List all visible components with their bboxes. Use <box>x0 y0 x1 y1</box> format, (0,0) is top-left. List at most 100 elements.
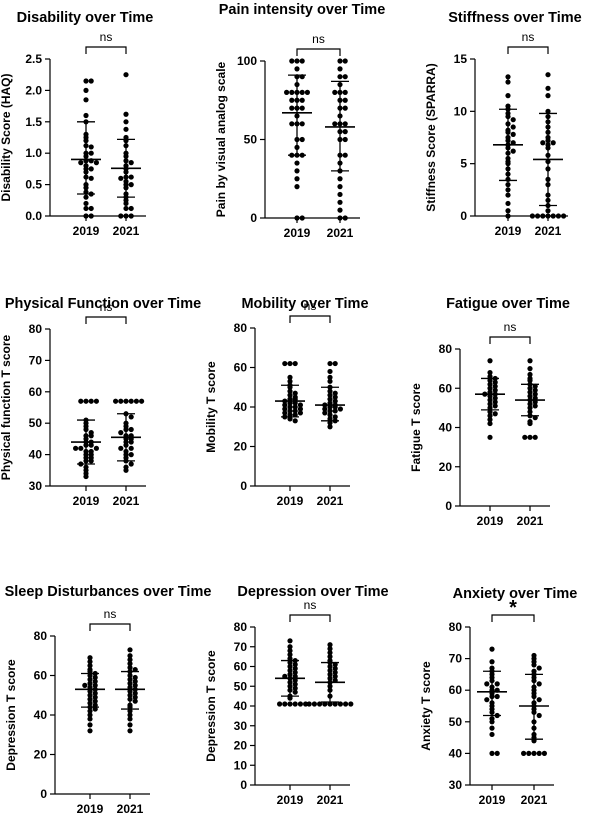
data-point <box>128 213 134 219</box>
data-point <box>505 187 511 193</box>
data-point <box>282 402 288 408</box>
data-point <box>322 701 328 707</box>
data-point <box>127 716 133 722</box>
data-point <box>332 398 338 404</box>
data-point <box>123 111 129 117</box>
x-tick-label: 2021 <box>117 802 144 816</box>
data-point <box>292 390 298 396</box>
data-point <box>332 673 338 679</box>
significance-bracket <box>491 614 535 622</box>
data-point <box>127 647 133 653</box>
data-point <box>87 722 93 728</box>
data-point <box>118 430 124 436</box>
y-tick-label: 80 <box>449 620 463 634</box>
significance-bracket <box>289 614 331 622</box>
data-point <box>342 215 348 221</box>
data-point <box>487 369 493 376</box>
data-point <box>337 199 343 205</box>
data-point <box>521 750 527 757</box>
data-point <box>484 697 490 703</box>
data-point <box>489 750 495 757</box>
data-point <box>510 148 516 154</box>
y-tick-label: 20 <box>234 440 248 454</box>
data-point <box>532 391 538 397</box>
data-point <box>527 358 533 364</box>
chart-panel-5: Mobility over Time Mobility T score 0 20 40 6… <box>204 296 369 508</box>
significance-label: ns <box>504 320 517 334</box>
data-point <box>88 433 94 439</box>
data-point <box>532 434 538 440</box>
data-point <box>299 136 305 143</box>
chart-title: Anxiety over Time <box>453 586 578 602</box>
y-axis-label: Depression T score <box>4 659 18 771</box>
data-point <box>88 398 94 404</box>
data-point <box>545 213 551 219</box>
x-tick-label: 2021 <box>521 793 548 807</box>
data-point <box>342 105 348 111</box>
y-tick-label: 10 <box>454 104 468 118</box>
data-point <box>292 665 298 672</box>
data-point <box>299 105 305 111</box>
chart-panel-1: Disability over Time Disability Score (HA… <box>0 10 153 238</box>
y-tick-label: 40 <box>234 400 248 414</box>
data-point <box>489 731 495 738</box>
data-point <box>492 403 498 409</box>
data-point <box>128 205 134 212</box>
chart-panel-9: Anxiety over Time Anxiety T score 30 40 50 60… <box>419 586 577 807</box>
x-tick-label: 2019 <box>73 224 100 238</box>
data-point <box>128 452 134 458</box>
data-point <box>304 89 310 95</box>
data-point <box>292 681 298 687</box>
y-tick-label: 70 <box>29 353 43 367</box>
data-point <box>505 200 511 207</box>
data-point <box>294 184 300 190</box>
data-point <box>332 394 338 400</box>
data-point <box>487 417 493 423</box>
data-point <box>88 166 94 172</box>
data-point <box>532 403 538 409</box>
data-point <box>127 653 133 659</box>
data-point <box>128 445 134 451</box>
y-tick-label: 50 <box>29 416 43 430</box>
y-tick-label: 0 <box>460 209 467 223</box>
data-point <box>132 678 138 685</box>
data-point <box>287 378 293 384</box>
data-point <box>88 205 94 212</box>
chart-title: Mobility over Time <box>241 296 368 312</box>
data-point <box>540 140 546 146</box>
y-axis-label: Depression T score <box>204 650 218 762</box>
y-tick-label: 70 <box>449 652 463 666</box>
data-point <box>297 402 303 408</box>
data-point <box>342 58 348 64</box>
data-point <box>289 121 295 127</box>
y-tick-label: 50 <box>449 715 463 729</box>
data-point <box>93 160 99 166</box>
data-point <box>294 66 300 72</box>
data-point <box>536 697 542 703</box>
data-point <box>294 176 300 182</box>
data-point <box>92 706 98 712</box>
data-point <box>505 208 511 214</box>
data-point <box>133 398 139 404</box>
data-point <box>92 702 98 708</box>
data-point <box>118 213 124 219</box>
y-tick-label: 50 <box>244 133 258 147</box>
data-point <box>87 659 93 665</box>
y-tick-label: 0.0 <box>25 209 42 223</box>
data-point <box>128 414 134 420</box>
data-point <box>127 722 133 728</box>
data-point <box>327 650 333 656</box>
data-point <box>132 698 138 704</box>
x-tick-label: 2019 <box>477 514 504 528</box>
significance-bracket <box>296 48 341 56</box>
data-point <box>522 434 528 440</box>
data-point <box>87 655 93 661</box>
data-point <box>88 78 94 84</box>
y-tick-label: 80 <box>439 342 453 356</box>
y-axis-label: Disability Score (HAQ) <box>0 73 13 201</box>
data-point <box>494 681 500 687</box>
data-point <box>294 168 300 174</box>
y-tick-label: 15 <box>454 52 468 66</box>
y-axis-label: Fatigue T score <box>409 383 423 472</box>
